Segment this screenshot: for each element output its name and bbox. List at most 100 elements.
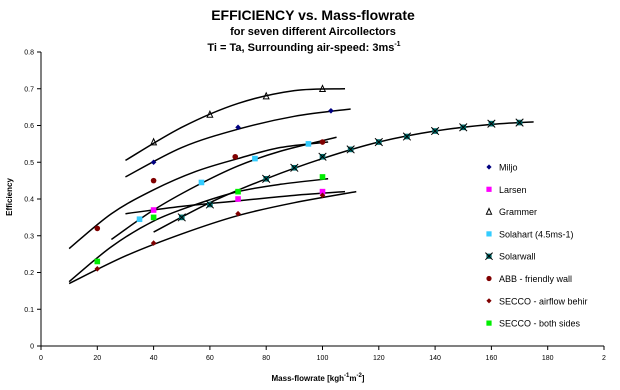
y-tick-label: 0.6 bbox=[24, 123, 34, 130]
data-point-stroke-b bbox=[402, 132, 412, 141]
legend-marker-stroke-b bbox=[485, 252, 493, 261]
data-point-stroke-b bbox=[262, 174, 271, 183]
data-point bbox=[177, 213, 186, 222]
fit-curve bbox=[68, 190, 357, 285]
legend-label: Miljo bbox=[499, 163, 518, 173]
data-point bbox=[235, 124, 241, 131]
data-point bbox=[402, 132, 412, 141]
data-point bbox=[319, 174, 326, 180]
y-tick-label: 0.4 bbox=[24, 197, 34, 204]
legend-label: ABB - friendly wall bbox=[499, 274, 572, 284]
legend-marker bbox=[486, 186, 492, 192]
fit-curves bbox=[68, 88, 534, 285]
chart-subtitle-2-sup: -1 bbox=[394, 41, 400, 48]
legend-marker bbox=[485, 252, 493, 261]
y-axis-label: Efficiency bbox=[5, 178, 14, 216]
x-axis-label-sup1: -1 bbox=[344, 373, 350, 379]
data-point-stroke-b bbox=[290, 163, 299, 172]
legend-label: SECCO - airflow behir bbox=[499, 296, 588, 306]
x-axis-label: Mass-flowrate [kgh-1m-2] bbox=[272, 373, 365, 383]
data-point bbox=[459, 123, 468, 132]
fit-curve bbox=[68, 178, 329, 283]
legend-label: Grammer bbox=[499, 207, 537, 217]
legend-marker bbox=[486, 164, 492, 170]
data-point bbox=[206, 109, 214, 118]
chart-title: EFFICIENCY vs. Mass-flowrate bbox=[211, 7, 415, 23]
chart-subtitle-2: Ti = Ta, Surrounding air-speed: 3ms-1 bbox=[207, 41, 400, 54]
legend-marker bbox=[486, 275, 492, 282]
data-point-stroke-b bbox=[459, 123, 468, 132]
data-point-stroke-b bbox=[487, 119, 496, 128]
y-tick-label: 0.2 bbox=[24, 270, 34, 277]
x-tick-label: 20 bbox=[93, 355, 101, 362]
data-point bbox=[136, 216, 143, 223]
x-axis-label-sup2: -2 bbox=[356, 373, 362, 379]
data-point bbox=[235, 188, 241, 195]
data-point bbox=[319, 139, 326, 145]
legend-marker bbox=[486, 320, 492, 326]
x-tick-label: 2 bbox=[602, 355, 606, 362]
x-tick-label: 120 bbox=[373, 355, 385, 362]
data-point bbox=[150, 214, 157, 221]
y-tick-label: 0.7 bbox=[24, 86, 34, 93]
data-point bbox=[235, 210, 241, 217]
data-point bbox=[319, 188, 326, 195]
data-point bbox=[318, 84, 327, 93]
data-point bbox=[150, 137, 158, 146]
x-tick-label: 140 bbox=[429, 355, 441, 362]
data-point bbox=[150, 240, 157, 246]
x-tick-label: 160 bbox=[486, 355, 498, 362]
fit-curve bbox=[125, 88, 346, 162]
fit-curve bbox=[153, 121, 534, 233]
chart-subtitle-2-main: Ti = Ta, Surrounding air-speed: 3ms bbox=[207, 42, 394, 54]
x-axis-label-main: Mass-flowrate [kgh bbox=[272, 374, 345, 383]
data-point-stroke-b bbox=[318, 152, 327, 161]
data-point-stroke-b bbox=[205, 200, 215, 209]
y-tick-label: 0.1 bbox=[24, 307, 34, 314]
legend-label: Larsen bbox=[499, 185, 527, 195]
data-point bbox=[328, 108, 334, 114]
data-point bbox=[150, 207, 157, 213]
data-point bbox=[150, 177, 157, 184]
data-point-stroke-b bbox=[430, 126, 440, 136]
fit-curve bbox=[68, 141, 329, 250]
axes-layer: 0 20 40 60 80 100 120 140 160 180 200.10.20.30.40.… bbox=[24, 50, 606, 363]
data-point bbox=[262, 174, 271, 183]
data-point bbox=[252, 155, 258, 162]
data-point bbox=[150, 159, 157, 166]
data-point-stroke-b bbox=[177, 213, 186, 222]
data-point bbox=[346, 145, 355, 154]
x-tick-label: 100 bbox=[317, 355, 329, 362]
fit-curve bbox=[110, 136, 337, 241]
legend-label: Solarwall bbox=[499, 252, 536, 262]
data-point bbox=[262, 91, 270, 100]
chart-subtitle: for seven different Aircollectors bbox=[230, 26, 396, 38]
x-tick-label: 80 bbox=[262, 355, 270, 362]
legend-marker bbox=[485, 207, 493, 215]
legend-marker bbox=[486, 298, 492, 304]
data-point bbox=[374, 137, 383, 147]
fit-curve bbox=[125, 190, 346, 215]
data-point bbox=[290, 163, 299, 172]
y-tick-label: 0.3 bbox=[24, 233, 34, 240]
x-tick-label: 0 bbox=[39, 355, 43, 362]
y-tick-label: 0.8 bbox=[24, 50, 34, 57]
x-axis-label-mid: m bbox=[349, 374, 356, 383]
legend: Miljo Larsen Grammer Solahart (4.5ms-1) Sola… bbox=[485, 163, 588, 329]
data-point bbox=[319, 192, 326, 199]
x-axis-label-end: ] bbox=[362, 374, 365, 383]
data-point bbox=[94, 258, 101, 265]
data-point bbox=[235, 196, 241, 202]
data-point-stroke-b bbox=[515, 118, 524, 127]
data-point bbox=[198, 179, 205, 186]
x-tick-label: 40 bbox=[150, 355, 158, 362]
data-point bbox=[515, 118, 524, 127]
legend-label: SECCO - both sides bbox=[499, 319, 581, 329]
data-point bbox=[94, 266, 101, 272]
data-point bbox=[205, 200, 215, 209]
legend-marker bbox=[486, 231, 492, 237]
data-point bbox=[305, 141, 312, 147]
data-point bbox=[94, 225, 101, 232]
